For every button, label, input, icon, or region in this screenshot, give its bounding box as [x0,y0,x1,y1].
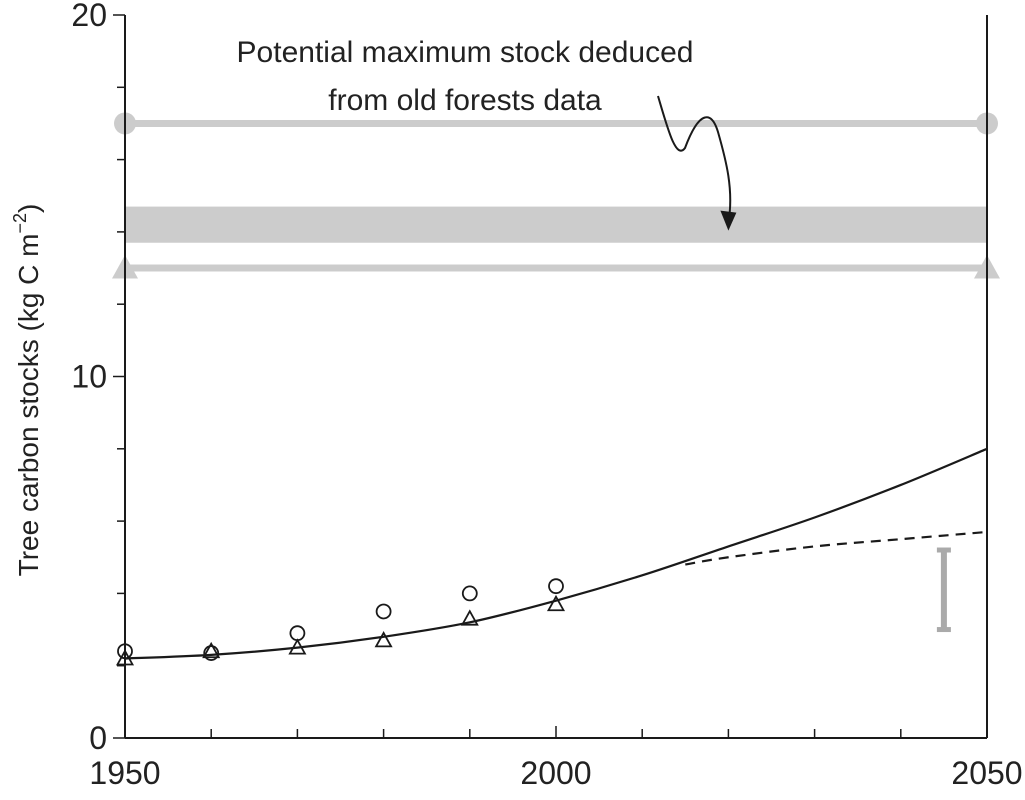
circle-marker [548,578,564,595]
x-tick-label: 2000 [520,755,591,791]
y-tick-label: 20 [71,0,107,33]
triangle-marker [460,609,479,626]
plot-area [112,95,1000,666]
triangle-marker [374,631,393,648]
annotation-arrowhead [720,210,737,231]
series-solid-line [124,447,988,660]
triangle-marker [288,638,307,655]
max-stock-band [125,206,987,243]
circle-marker [289,625,306,642]
annotation-line-1: Potential maximum stock deduced [237,36,694,69]
x-tick-label: 2050 [951,755,1022,791]
triangle-marker [546,594,566,612]
circle-marker [375,603,392,620]
axes: 0 10 20 1950 2000 2050 [71,0,1022,791]
annotation-line-2: from old forests data [328,84,602,117]
x-tick-label: 1950 [89,755,160,791]
triangle-marker [202,641,221,659]
circle-marker [461,585,478,602]
annotation-arrow [657,95,732,223]
y-axis-title: Tree carbon stocks (kg C m−2) [10,204,44,577]
circle-marker [203,645,220,661]
y-tick-label: 10 [71,359,107,395]
y-tick-label: 0 [89,720,107,756]
